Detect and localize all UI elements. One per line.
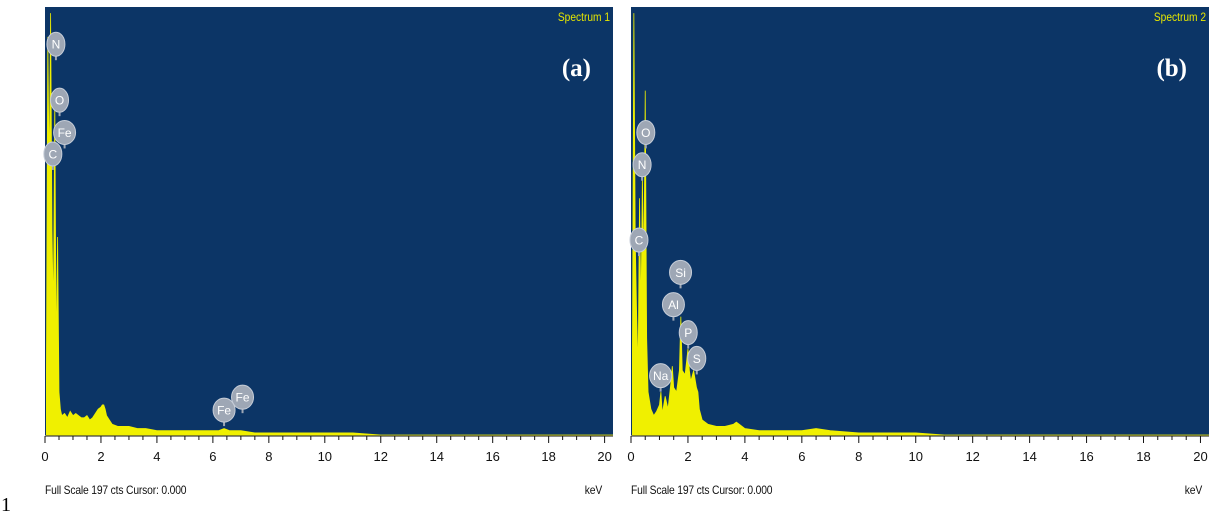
x-tick-label: 20 xyxy=(597,449,611,464)
x-tick-label: 18 xyxy=(1136,449,1150,464)
peak-marker-si: Si xyxy=(669,259,693,289)
peak-marker-bubble xyxy=(50,87,70,113)
x-tick-label: 14 xyxy=(1022,449,1036,464)
x-axis-unit-b: keV xyxy=(1184,483,1202,497)
peak-marker-bubble xyxy=(212,397,236,423)
peak-marker-fe: Fe xyxy=(231,384,255,414)
peak-marker-n: N xyxy=(46,31,66,61)
peak-marker-bubble xyxy=(661,292,685,318)
peak-marker-label: Fe xyxy=(236,391,250,405)
spectrum-panel-a: 0 2 4 6 8 10 12 14 16 18 20 Spectrum 1 (a) N O Fe C Fe Fe … xyxy=(40,0,613,522)
panel-label-a: (a) xyxy=(562,55,591,82)
figure-number: 1 xyxy=(1,494,11,516)
x-tick-label: 8 xyxy=(265,449,272,464)
x-tick-label: 10 xyxy=(908,449,922,464)
x-tick-label: 12 xyxy=(965,449,979,464)
peak-marker-fe: Fe xyxy=(53,119,77,149)
peak-marker-label: N xyxy=(638,158,647,172)
peak-marker-bubble xyxy=(678,320,698,346)
peak-marker-p: P xyxy=(678,320,698,349)
peak-marker-label: Fe xyxy=(58,126,72,140)
peak-marker-c: C xyxy=(629,227,649,257)
footer-status-a: Full Scale 197 cts Cursor: 0.000 xyxy=(45,483,187,497)
x-tick-label: 4 xyxy=(741,449,748,464)
x-axis-unit-a: keV xyxy=(584,483,602,497)
peak-marker-bubble xyxy=(669,259,693,285)
peak-marker-label: C xyxy=(48,147,57,161)
panel-label-b: (b) xyxy=(1156,55,1187,82)
spectrum-title-a: Spectrum 1 xyxy=(558,11,610,24)
peak-marker-al: Al xyxy=(661,292,685,321)
x-tick-label: 6 xyxy=(798,449,805,464)
peak-marker-label: Al xyxy=(668,298,679,312)
peak-marker-bubble xyxy=(649,363,673,389)
peak-marker-bubble xyxy=(46,31,66,57)
peak-marker-label: Si xyxy=(675,266,686,280)
peak-marker-c: C xyxy=(43,141,63,170)
peak-marker-bubble xyxy=(43,141,63,167)
x-tick-label: 18 xyxy=(541,449,555,464)
x-tick-label: 0 xyxy=(41,449,48,464)
x-tick-label: 8 xyxy=(855,449,862,464)
spectrum-trace-a xyxy=(45,13,613,436)
x-tick-label: 2 xyxy=(97,449,104,464)
footer-status-b: Full Scale 197 cts Cursor: 0.000 xyxy=(631,483,773,497)
x-tick-label: 0 xyxy=(627,449,634,464)
spectrum-title-b: Spectrum 2 xyxy=(1154,11,1206,24)
peak-marker-label: O xyxy=(55,94,64,108)
x-tick-label: 16 xyxy=(485,449,499,464)
spectrum-panel-b: 0 2 4 6 8 10 12 14 16 18 20 Spectrum 2 (b) O N C Si Al P S N… xyxy=(626,0,1209,522)
x-tick-label: 6 xyxy=(209,449,216,464)
peak-marker-fe: Fe xyxy=(212,397,236,427)
peak-marker-label: Na xyxy=(653,369,669,383)
plot-background-a xyxy=(45,7,613,435)
plot-background-b xyxy=(631,7,1209,435)
peak-marker-na: Na xyxy=(649,363,673,392)
x-tick-label: 10 xyxy=(318,449,332,464)
peak-marker-bubble xyxy=(629,227,649,253)
peak-marker-bubble xyxy=(231,384,255,410)
peak-marker-label: Fe xyxy=(217,404,231,418)
peak-marker-label: C xyxy=(635,234,644,248)
x-tick-label: 16 xyxy=(1079,449,1093,464)
peak-marker-n: N xyxy=(632,152,652,181)
peak-marker-s: S xyxy=(687,345,707,375)
peak-marker-label: S xyxy=(693,352,701,366)
x-tick-label: 4 xyxy=(153,449,160,464)
peak-marker-o: O xyxy=(636,119,656,149)
spectrum-chart-b: 0 2 4 6 8 10 12 14 16 18 20 Spectrum 2 (b) O N C Si Al PS N… xyxy=(627,7,1209,464)
peak-marker-bubble xyxy=(53,119,77,145)
x-tick-label: 20 xyxy=(1193,449,1207,464)
peak-marker-bubble xyxy=(632,152,652,178)
peak-marker-label: N xyxy=(52,38,61,52)
x-tick-label: 2 xyxy=(684,449,691,464)
peak-marker-label: P xyxy=(684,326,692,340)
peak-marker-label: O xyxy=(641,126,650,140)
peak-marker-o: O xyxy=(50,87,70,117)
x-tick-label: 12 xyxy=(374,449,388,464)
x-tick-label: 14 xyxy=(429,449,443,464)
peak-marker-bubble xyxy=(687,345,707,371)
peak-marker-bubble xyxy=(636,119,656,145)
